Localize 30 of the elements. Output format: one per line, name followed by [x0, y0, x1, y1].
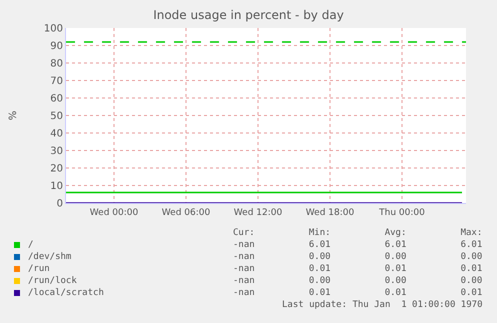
legend-label: /run/lock: [28, 276, 78, 286]
text: -nan 0.01 0.01 0.01: [233, 288, 482, 298]
chart-title: Inode usage in percent - by day: [153, 8, 344, 22]
y-tick-label: 30: [50, 146, 63, 157]
y-tick-label: 20: [50, 164, 63, 174]
y-axis-title: %: [8, 110, 19, 120]
y-tick-label: 50: [50, 111, 63, 122]
y-tick-label: 60: [50, 94, 63, 104]
x-tick-label: Wed 06:00: [162, 208, 210, 218]
y-tick-label: 100: [44, 24, 63, 34]
x-tick-label: Wed 12:00: [234, 208, 282, 218]
x-tick-label: Wed 18:00: [306, 208, 354, 218]
legend-label: /local/scratch: [28, 288, 104, 298]
text: -nan 0.01 0.01 0.01: [233, 264, 482, 274]
y-tick-label: 80: [50, 58, 63, 70]
y-tick-label: 40: [50, 128, 63, 140]
y-tick-label: 10: [50, 181, 63, 192]
text: -nan 0.00 0.00 0.00: [233, 276, 482, 286]
text: -nan 0.00 0.00 0.00: [233, 252, 482, 262]
y-tick-label: 0: [56, 198, 63, 210]
legend-label: /: [28, 240, 34, 250]
text: Last update: Thu Jan 1 01:00:00 1970: [282, 300, 482, 310]
text: -nan 6.01 6.01 6.01: [233, 240, 482, 250]
y-tick-label: 90: [50, 41, 63, 52]
y-tick-label: 70: [50, 76, 63, 87]
x-tick-label: Thu 00:00: [378, 208, 426, 218]
text: Cur: Min: Avg: Max:: [233, 228, 482, 238]
x-tick-label: Wed 00:00: [90, 208, 138, 218]
legend-label: /run: [28, 264, 50, 274]
legend-label: /dev/shm: [28, 252, 72, 262]
